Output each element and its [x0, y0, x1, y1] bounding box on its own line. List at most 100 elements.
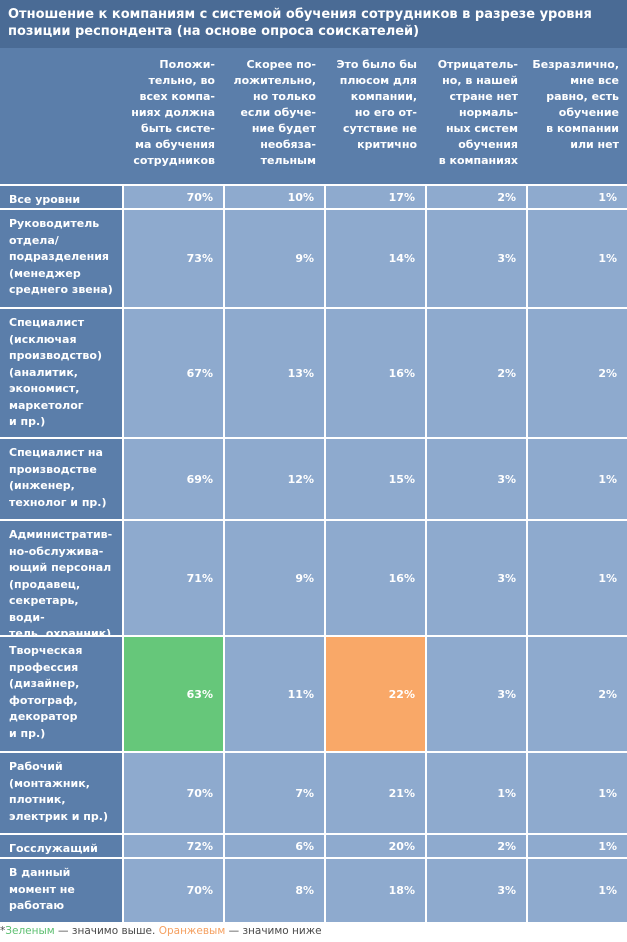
footnote-star: *	[0, 925, 6, 937]
row-label: Госслужащий	[0, 835, 122, 857]
column-header-line: ложительно,	[233, 74, 316, 87]
value-cell: 67%	[124, 309, 223, 437]
row-label-line: электрик и пр.)	[9, 809, 108, 823]
row-label-line: (инженер,	[9, 479, 75, 492]
row-label-line: плотник,	[9, 793, 66, 806]
row-label-line: секретарь, води-	[9, 594, 79, 624]
value-cell: 2%	[427, 835, 526, 857]
row-label: Специалист (исключая производство) (аналити…	[0, 309, 122, 437]
column-header: Скорее по-ложительно, но только если обуче…	[225, 48, 324, 184]
column-header-line: но его от-	[354, 106, 417, 119]
value-cell: 3%	[427, 859, 526, 922]
row-label: Специалист на производстве (инженер, технол…	[0, 439, 122, 519]
value-cell: 1%	[427, 753, 526, 833]
row-label-line: среднего звена)	[9, 283, 113, 296]
row-label-line: подразделения	[9, 250, 109, 263]
column-header-line: всех компа-	[139, 90, 215, 103]
table-row: Госслужащий 72% 6% 20% 2% 1%	[0, 835, 627, 857]
row-label-line: производстве	[9, 462, 97, 476]
value-cell: 70%	[124, 859, 223, 922]
row-label-line: Творческая	[9, 644, 83, 657]
row-label-line: (исключая	[9, 332, 77, 346]
row-label: Рабочий (монтажник, плотник, электрик и пр.…	[0, 753, 122, 833]
column-header-line: сутствие не	[343, 122, 417, 135]
column-header-line: тельным	[260, 154, 316, 167]
table-row: Специалист на производстве (инженер, технол…	[0, 439, 627, 519]
value-cell: 2%	[528, 637, 627, 751]
value-cell: 15%	[326, 439, 425, 519]
column-header-line: компании,	[350, 90, 417, 103]
column-header-line: нормаль-	[458, 106, 518, 119]
row-label-line: но-обслужива-	[9, 544, 104, 558]
row-label-line: технолог и пр.)	[9, 495, 107, 509]
value-cell: 3%	[427, 521, 526, 635]
column-header-line: тельно, во	[148, 74, 215, 87]
table-row: Творческая профессия (дизайнер, фотограф, де…	[0, 637, 627, 751]
value-cell: 70%	[124, 186, 223, 208]
row-label-line: Все уровни	[9, 193, 81, 206]
row-label-line: работаю	[9, 899, 65, 912]
value-cell: 3%	[427, 439, 526, 519]
column-header: Положи-тельно, во всех компа-ниях должна б…	[124, 48, 223, 184]
column-header-line: критично	[357, 138, 417, 151]
header-row: Положи-тельно, во всех компа-ниях должна б…	[0, 48, 627, 184]
row-label-line: фотограф,	[9, 693, 78, 707]
table-row: В данный момент не работаю 70% 8% 18% 3% 1%	[0, 859, 627, 922]
table-row: Административ-но-обслужива-ющий персонал…	[0, 521, 627, 640]
footnote: *Зеленым — значимо выше. Оранжевым — зна…	[0, 925, 322, 937]
row-label-line: (дизайнер,	[9, 677, 80, 690]
value-cell: 63%	[124, 637, 223, 751]
row-label-line: момент не	[9, 882, 75, 896]
value-cell: 1%	[528, 753, 627, 833]
column-header-line: Отрицатель-	[437, 58, 518, 71]
row-label-line: маркетолог	[9, 398, 84, 412]
row-label-line: Специалист	[9, 316, 85, 329]
column-header-line: в компаниях	[438, 154, 518, 167]
table-row: Рабочий (монтажник, плотник, электрик и пр.…	[0, 753, 627, 833]
value-cell: 1%	[528, 439, 627, 519]
column-header-line: Безразлично,	[532, 58, 619, 71]
column-header-line: стране нет	[449, 90, 518, 103]
value-cell: 12%	[225, 439, 324, 519]
row-label-line: (менеджер	[9, 266, 81, 280]
row-label-line: профессия	[9, 660, 79, 674]
column-header-line: если обуче-	[240, 106, 316, 119]
row-label-line: В данный	[9, 866, 71, 879]
column-header-line: ных систем	[445, 122, 518, 135]
value-cell: 3%	[427, 210, 526, 307]
row-label: Административ-но-обслужива-ющий персонал…	[0, 521, 122, 640]
value-cell: 20%	[326, 835, 425, 857]
column-header: Отрицатель-но, в нашей стране нет нормаль-…	[427, 48, 526, 184]
footnote-orange: Оранжевым	[158, 925, 226, 937]
value-cell: 10%	[225, 186, 324, 208]
footnote-mid: — значимо выше.	[54, 925, 159, 937]
value-cell: 2%	[528, 309, 627, 437]
column-header-line: но, в нашей	[442, 74, 518, 87]
value-cell: 17%	[326, 186, 425, 208]
value-cell: 13%	[225, 309, 324, 437]
row-label: В данный момент не работаю	[0, 859, 122, 922]
footnote-green: Зеленым	[5, 925, 55, 937]
value-cell: 2%	[427, 186, 526, 208]
column-header-line: ма обучения	[134, 138, 215, 151]
value-cell: 9%	[225, 210, 324, 307]
row-label-line: ющий персонал	[9, 561, 112, 574]
value-cell: 16%	[326, 521, 425, 635]
value-cell: 9%	[225, 521, 324, 635]
column-header-line: обучение	[558, 106, 619, 119]
value-cell: 2%	[427, 309, 526, 437]
value-cell: 73%	[124, 210, 223, 307]
column-header-line: ниях должна	[131, 106, 215, 119]
table-title: Отношение к компаниям с системой обучени…	[0, 0, 627, 48]
row-label-line: отдела/	[9, 233, 59, 247]
value-cell: 70%	[124, 753, 223, 833]
table-row: Специалист (исключая производство) (аналити…	[0, 309, 627, 437]
row-label: Творческая профессия (дизайнер, фотограф, де…	[0, 637, 122, 751]
value-cell: 14%	[326, 210, 425, 307]
row-label-line: экономист,	[9, 382, 80, 395]
column-header-line: Положи-	[159, 58, 215, 71]
header-corner	[0, 48, 122, 184]
column-header-line: Скорее по-	[246, 58, 316, 71]
value-cell: 1%	[528, 210, 627, 307]
column-header-line: необяза-	[260, 138, 316, 151]
